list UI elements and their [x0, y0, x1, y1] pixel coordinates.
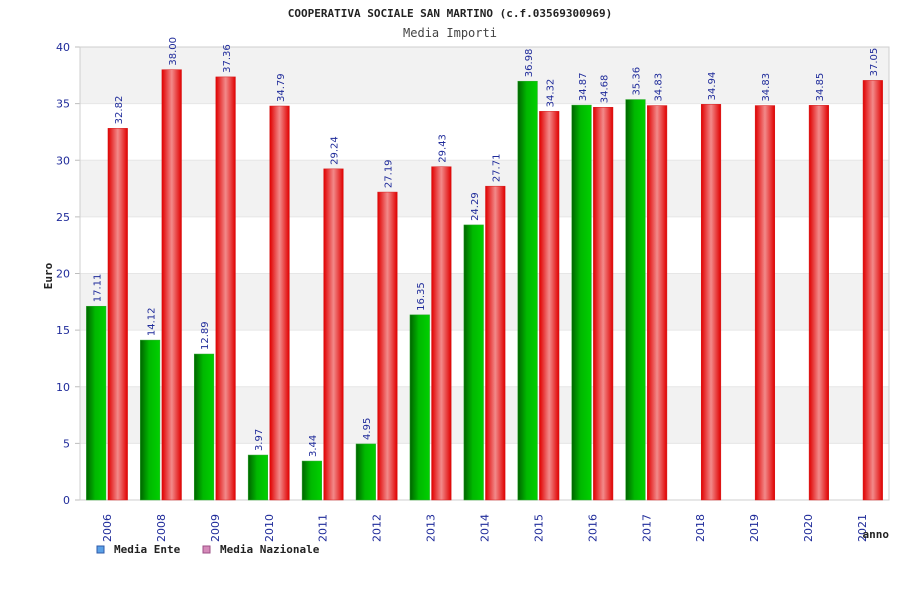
data-label-media-nazionale-2006: 32.82 [114, 96, 125, 125]
bar-media-nazionale-2015 [539, 111, 560, 501]
chart-title: COOPERATIVA SOCIALE SAN MARTINO (c.f.035… [288, 7, 613, 20]
x-tick-label: 2008 [155, 514, 168, 542]
x-tick-label: 2021 [856, 514, 869, 542]
legend: Media Ente Media Nazionale [96, 543, 320, 556]
data-label-media-nazionale-2017: 34.83 [653, 73, 664, 102]
bar-media-nazionale-2006 [107, 128, 128, 501]
bar-media-nazionale-2009 [215, 76, 236, 501]
data-label-media-ente-2015: 36.98 [524, 49, 535, 78]
legend-label-media-nazionale: Media Nazionale [220, 543, 320, 556]
bar-media-ente-2015 [517, 80, 538, 501]
bar-media-nazionale-2008 [161, 69, 182, 501]
bar-media-ente-2012 [355, 443, 376, 501]
y-tick-label: 20 [56, 268, 70, 281]
data-label-media-nazionale-2015: 34.32 [545, 79, 556, 108]
bar-media-nazionale-2013 [431, 166, 452, 501]
bar-media-ente-2009 [193, 353, 215, 501]
x-tick-label: 2011 [317, 514, 330, 542]
data-label-media-ente-2011: 3.44 [308, 435, 319, 457]
plot-area: 0 5 10 15 20 25 30 35 40 17.11 32.82 2006 14.12 38.00… [56, 37, 890, 542]
bar-media-nazionale-2018 [700, 104, 722, 501]
x-tick-label: 2018 [694, 514, 707, 542]
data-label-media-nazionale-2009: 37.36 [222, 44, 233, 73]
bar-media-ente-2006 [86, 305, 107, 501]
x-tick-label: 2017 [640, 514, 653, 542]
data-label-media-nazionale-2013: 29.43 [438, 134, 449, 163]
bar-media-nazionale-2014 [485, 185, 506, 501]
y-tick-label: 30 [56, 154, 70, 167]
data-label-media-nazionale-2010: 34.79 [276, 73, 287, 102]
data-label-media-nazionale-2018: 34.94 [707, 72, 718, 101]
bar-media-nazionale-2010 [269, 105, 290, 501]
bar-media-ente-2010 [247, 454, 269, 501]
plot-border [79, 46, 890, 501]
data-label-media-nazionale-2021: 37.05 [869, 48, 880, 77]
x-tick-label: 2020 [802, 514, 815, 542]
y-tick-label: 25 [56, 211, 70, 224]
data-label-media-ente-2016: 34.87 [578, 72, 589, 101]
legend-swatch-media-nazionale [202, 545, 211, 554]
data-label-media-ente-2008: 14.12 [146, 307, 157, 336]
y-tick-label: 15 [56, 324, 70, 337]
data-label-media-nazionale-2020: 34.85 [815, 73, 826, 102]
bar-media-nazionale-2012 [377, 191, 398, 501]
bar-media-nazionale-2019 [754, 105, 776, 501]
x-tick-label: 2009 [209, 514, 222, 542]
x-tick-label: 2019 [748, 514, 761, 542]
x-tick-label: 2010 [263, 514, 276, 542]
data-label-media-nazionale-2008: 38.00 [168, 37, 179, 66]
chart-subtitle: Media Importi [403, 26, 497, 40]
data-label-media-nazionale-2011: 29.24 [330, 136, 341, 165]
x-tick-label: 2015 [532, 514, 545, 542]
grid-band [80, 47, 889, 104]
y-tick-label: 5 [63, 437, 70, 450]
y-tick-label: 35 [56, 98, 70, 111]
grid-band [80, 443, 889, 500]
bar-media-ente-2013 [409, 314, 430, 501]
grid-band [80, 216, 889, 274]
bar-media-nazionale-2021 [862, 80, 883, 501]
data-label-media-ente-2012: 4.95 [362, 418, 373, 440]
data-label-media-nazionale-2014: 27.71 [492, 154, 503, 183]
data-label-media-ente-2010: 3.97 [254, 429, 265, 451]
y-tick-label: 10 [56, 381, 70, 394]
data-label-media-nazionale-2019: 34.83 [761, 73, 772, 102]
y-axis-label: Euro [42, 262, 55, 289]
grid-band [80, 160, 889, 217]
data-label-media-ente-2014: 24.29 [470, 192, 481, 221]
y-tick-label: 40 [56, 41, 70, 54]
bar-media-ente-2008 [140, 339, 161, 501]
legend-label-media-ente: Media Ente [114, 543, 181, 556]
x-tick-label: 2006 [101, 514, 114, 542]
x-tick-label: 2013 [425, 514, 438, 542]
x-axis-label: anno [863, 528, 890, 541]
legend-swatch-media-ente [96, 545, 105, 554]
bar-media-ente-2014 [463, 224, 484, 501]
grid-band [80, 330, 889, 387]
x-tick-label: 2014 [479, 514, 492, 542]
bar-media-nazionale-2011 [323, 168, 344, 501]
x-tick-label: 2012 [371, 514, 384, 542]
bar-media-ente-2017 [625, 99, 646, 501]
x-tick-label: 2016 [586, 514, 599, 542]
bar-media-nazionale-2017 [647, 105, 668, 501]
data-label-media-nazionale-2012: 27.19 [384, 159, 395, 188]
grid-band [80, 103, 889, 161]
bar-media-ente-2011 [301, 460, 322, 501]
bar-media-nazionale-2020 [808, 105, 829, 501]
data-label-media-ente-2009: 12.89 [200, 321, 211, 350]
grid-band [80, 386, 889, 444]
data-label-media-ente-2006: 17.11 [92, 274, 103, 303]
bar-media-ente-2016 [571, 104, 592, 501]
y-tick-label: 0 [63, 494, 70, 507]
data-label-media-ente-2017: 35.36 [632, 67, 643, 96]
bar-media-nazionale-2016 [593, 106, 614, 501]
data-label-media-nazionale-2016: 34.68 [599, 75, 610, 104]
data-label-media-ente-2013: 16.35 [416, 282, 427, 311]
grid-band [80, 273, 889, 331]
